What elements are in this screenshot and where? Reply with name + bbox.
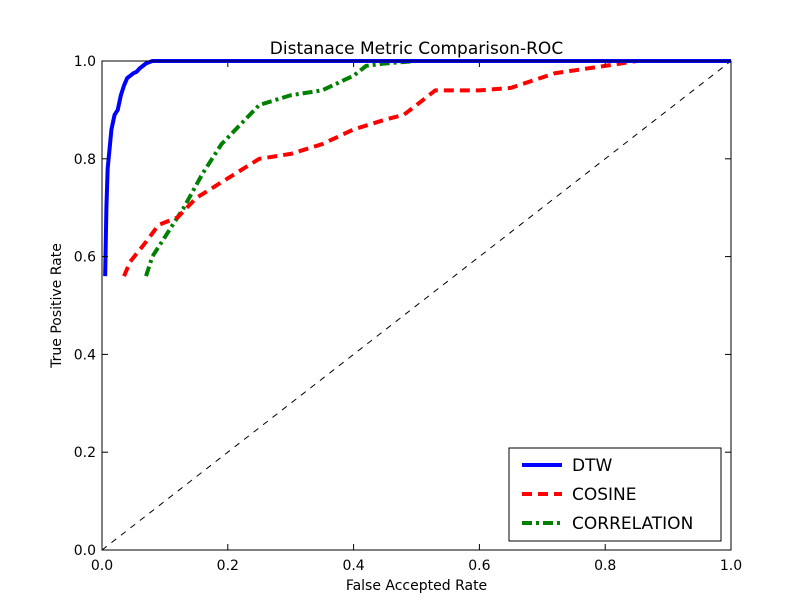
y-tick-label: 0.6 — [74, 250, 96, 266]
y-axis-label: True Positive Rate — [49, 243, 65, 369]
x-tick-label: 0.8 — [594, 558, 616, 574]
x-tick-label: 1.0 — [720, 558, 742, 574]
x-tick-label: 0.4 — [342, 558, 364, 574]
plot-frame — [101, 60, 732, 551]
series-line-cosine — [122, 59, 731, 277]
x-tick-label: 0.6 — [468, 558, 490, 574]
y-tick-label: 0.4 — [74, 347, 96, 363]
y-tick-label: 1.0 — [74, 54, 96, 70]
chart-title: Distanace Metric Comparison-ROC — [270, 39, 563, 59]
x-axis-label: False Accepted Rate — [346, 578, 487, 594]
y-tick-label: 0.2 — [74, 445, 96, 461]
reference-diagonal-line — [101, 60, 732, 551]
y-tick-label: 0.8 — [74, 152, 96, 168]
axis-ticks: 0.0 0.2 0.4 0.6 0.8 1.0 0.0 0.2 0.4 0.6 0.8 1.0 — [74, 54, 742, 574]
legend-label-correlation: CORRELATION — [572, 514, 693, 534]
legend-label-cosine: COSINE — [572, 485, 637, 505]
y-tick-label: 0.0 — [74, 543, 96, 559]
legend-label-dtw: DTW — [572, 456, 612, 476]
x-tick-label: 0.0 — [91, 558, 113, 574]
legend: DTW COSINE CORRELATION — [508, 447, 722, 542]
x-tick-label: 0.2 — [217, 558, 239, 574]
